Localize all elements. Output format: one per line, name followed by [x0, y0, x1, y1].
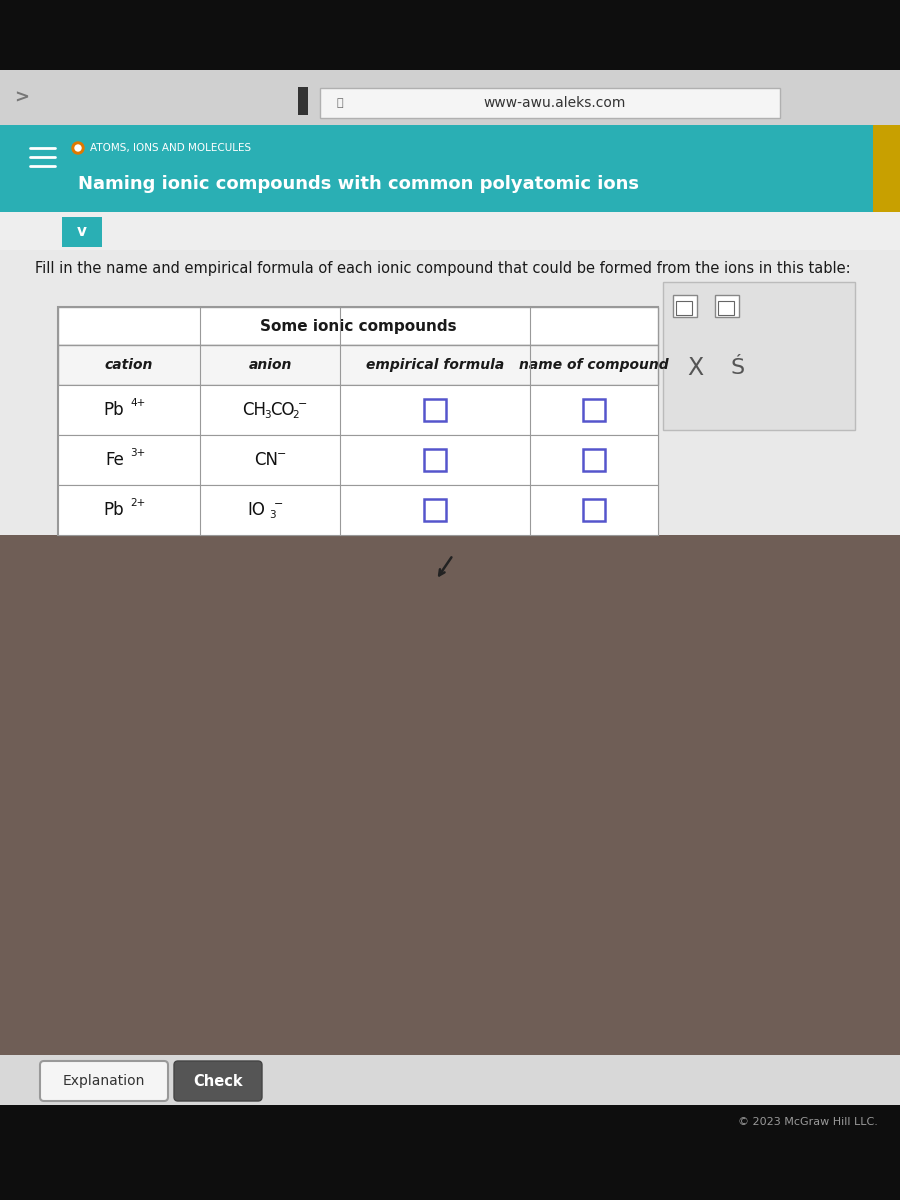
- Text: Pb: Pb: [104, 502, 124, 518]
- Text: CN: CN: [254, 451, 278, 469]
- Bar: [0, 70, 900, 125]
- Text: Pb: Pb: [104, 401, 124, 419]
- Text: © 2023 McGraw Hill LLC.: © 2023 McGraw Hill LLC.: [738, 1117, 878, 1127]
- Text: 3+: 3+: [130, 448, 146, 458]
- Bar: [0, 535, 900, 1100]
- Text: Check: Check: [194, 1074, 243, 1088]
- Circle shape: [72, 142, 84, 154]
- Text: 3: 3: [264, 410, 271, 420]
- Bar: [58, 434, 658, 485]
- Bar: [0, 1105, 900, 1200]
- Text: X: X: [687, 356, 703, 380]
- Bar: [715, 295, 739, 317]
- Bar: [583, 398, 605, 421]
- Text: −: −: [277, 449, 287, 458]
- Text: 2+: 2+: [130, 498, 146, 508]
- FancyBboxPatch shape: [174, 1061, 262, 1102]
- Bar: [0, 212, 900, 250]
- Bar: [320, 88, 780, 118]
- Text: anion: anion: [248, 358, 292, 372]
- Text: 🔒: 🔒: [337, 98, 343, 108]
- Text: Fe: Fe: [105, 451, 124, 469]
- FancyBboxPatch shape: [40, 1061, 168, 1102]
- Bar: [424, 398, 446, 421]
- Text: >: >: [14, 89, 30, 107]
- Text: CO: CO: [270, 401, 294, 419]
- Bar: [62, 217, 102, 247]
- Bar: [873, 125, 900, 212]
- Bar: [58, 307, 658, 346]
- Bar: [676, 301, 692, 314]
- Text: 3: 3: [269, 510, 275, 521]
- Text: name of compound: name of compound: [519, 358, 669, 372]
- Text: IO: IO: [248, 502, 265, 518]
- Bar: [58, 485, 658, 535]
- Bar: [673, 295, 697, 317]
- Bar: [424, 449, 446, 470]
- Text: 2: 2: [292, 410, 299, 420]
- Text: Fill in the name and empirical formula of each ionic compound that could be form: Fill in the name and empirical formula o…: [35, 260, 850, 276]
- Bar: [424, 499, 446, 521]
- Bar: [0, 535, 900, 1100]
- Bar: [583, 449, 605, 470]
- Text: −: −: [298, 398, 308, 409]
- Text: cation: cation: [104, 358, 153, 372]
- Bar: [58, 385, 658, 434]
- Bar: [0, 212, 900, 1200]
- Bar: [58, 346, 658, 385]
- Text: Explanation: Explanation: [63, 1074, 145, 1088]
- Text: −: −: [274, 499, 284, 509]
- Text: v: v: [77, 224, 87, 240]
- Bar: [0, 125, 900, 212]
- Text: Some ionic compounds: Some ionic compounds: [260, 318, 456, 334]
- Circle shape: [75, 145, 81, 151]
- Text: Ś: Ś: [731, 358, 745, 378]
- Bar: [583, 499, 605, 521]
- Text: CH: CH: [242, 401, 266, 419]
- Bar: [663, 282, 855, 430]
- Text: 4+: 4+: [130, 398, 146, 408]
- Bar: [0, 0, 900, 70]
- Text: empirical formula: empirical formula: [366, 358, 504, 372]
- Bar: [718, 301, 734, 314]
- Text: Naming ionic compounds with common polyatomic ions: Naming ionic compounds with common polya…: [78, 175, 639, 193]
- Text: ATOMS, IONS AND MOLECULES: ATOMS, IONS AND MOLECULES: [90, 143, 251, 152]
- Bar: [0, 1055, 900, 1105]
- Bar: [58, 307, 658, 535]
- Text: www-awu.aleks.com: www-awu.aleks.com: [484, 96, 626, 110]
- Bar: [298, 86, 308, 115]
